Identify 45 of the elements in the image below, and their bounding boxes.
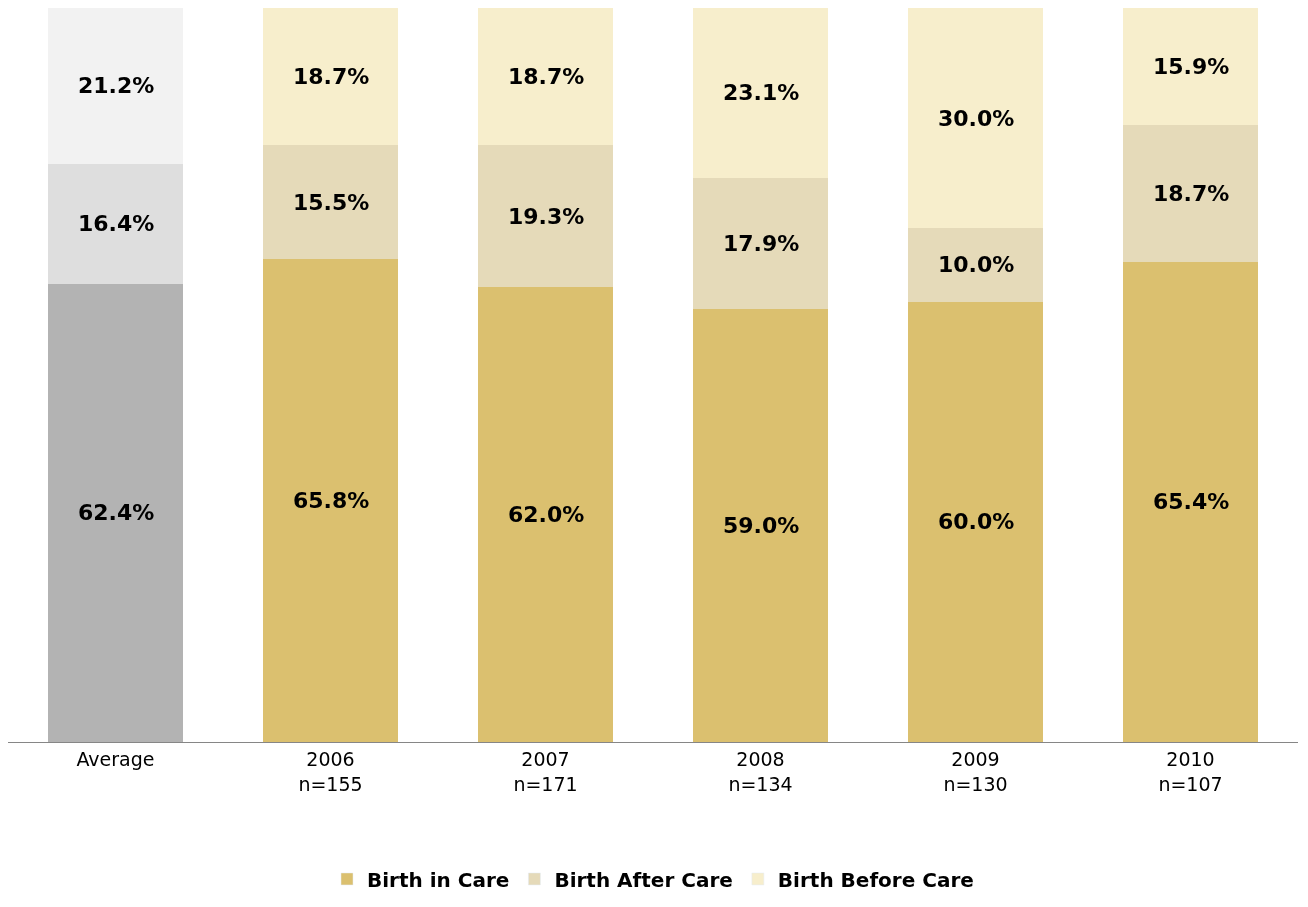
x-tick-label: 2008 n=134: [728, 747, 793, 795]
data-label: 18.7%: [508, 64, 585, 89]
x-tick-label: 2009 n=130: [943, 747, 1008, 795]
bar: [692, 177, 829, 309]
bar: [1122, 261, 1259, 742]
data-label: 15.5%: [293, 190, 370, 215]
data-label: 19.3%: [508, 204, 585, 229]
legend-label: Birth After Care: [554, 867, 733, 892]
data-label: 65.4%: [1153, 489, 1230, 514]
bar: [262, 8, 399, 146]
legend-label: Birth Before Care: [777, 867, 974, 892]
bar: [47, 163, 184, 284]
data-label: 17.9%: [723, 231, 800, 256]
x-tick-label: 2006 n=155: [298, 747, 363, 795]
data-label: 60.0%: [938, 509, 1015, 534]
data-label: 15.9%: [1153, 54, 1230, 79]
bar: [262, 145, 399, 260]
bar: [47, 8, 184, 164]
data-label: 62.4%: [78, 500, 155, 525]
data-label: 18.7%: [293, 64, 370, 89]
data-label: 59.0%: [723, 513, 800, 538]
legend-label: Birth in Care: [367, 867, 510, 892]
bar: [262, 259, 399, 742]
bar: [477, 145, 614, 287]
bar: [907, 301, 1044, 742]
bar: [907, 8, 1044, 229]
data-label: 21.2%: [78, 73, 155, 98]
data-label: 18.7%: [1153, 181, 1230, 206]
x-tick-label: Average: [76, 747, 155, 770]
bar: [477, 8, 614, 146]
data-label: 10.0%: [938, 252, 1015, 277]
data-label: 16.4%: [78, 211, 155, 236]
bar: [1122, 8, 1259, 125]
bar: [477, 286, 614, 742]
x-tick-label: 2007 n=171: [513, 747, 578, 795]
bar: [1122, 124, 1259, 262]
bar: [907, 228, 1044, 302]
bar: [47, 283, 184, 742]
bar: [692, 8, 829, 178]
bar: [692, 308, 829, 742]
data-label: 62.0%: [508, 502, 585, 527]
data-label: 30.0%: [938, 106, 1015, 131]
data-label: 65.8%: [293, 488, 370, 513]
x-tick-label: 2010 n=107: [1158, 747, 1223, 795]
data-label: 23.1%: [723, 80, 800, 105]
